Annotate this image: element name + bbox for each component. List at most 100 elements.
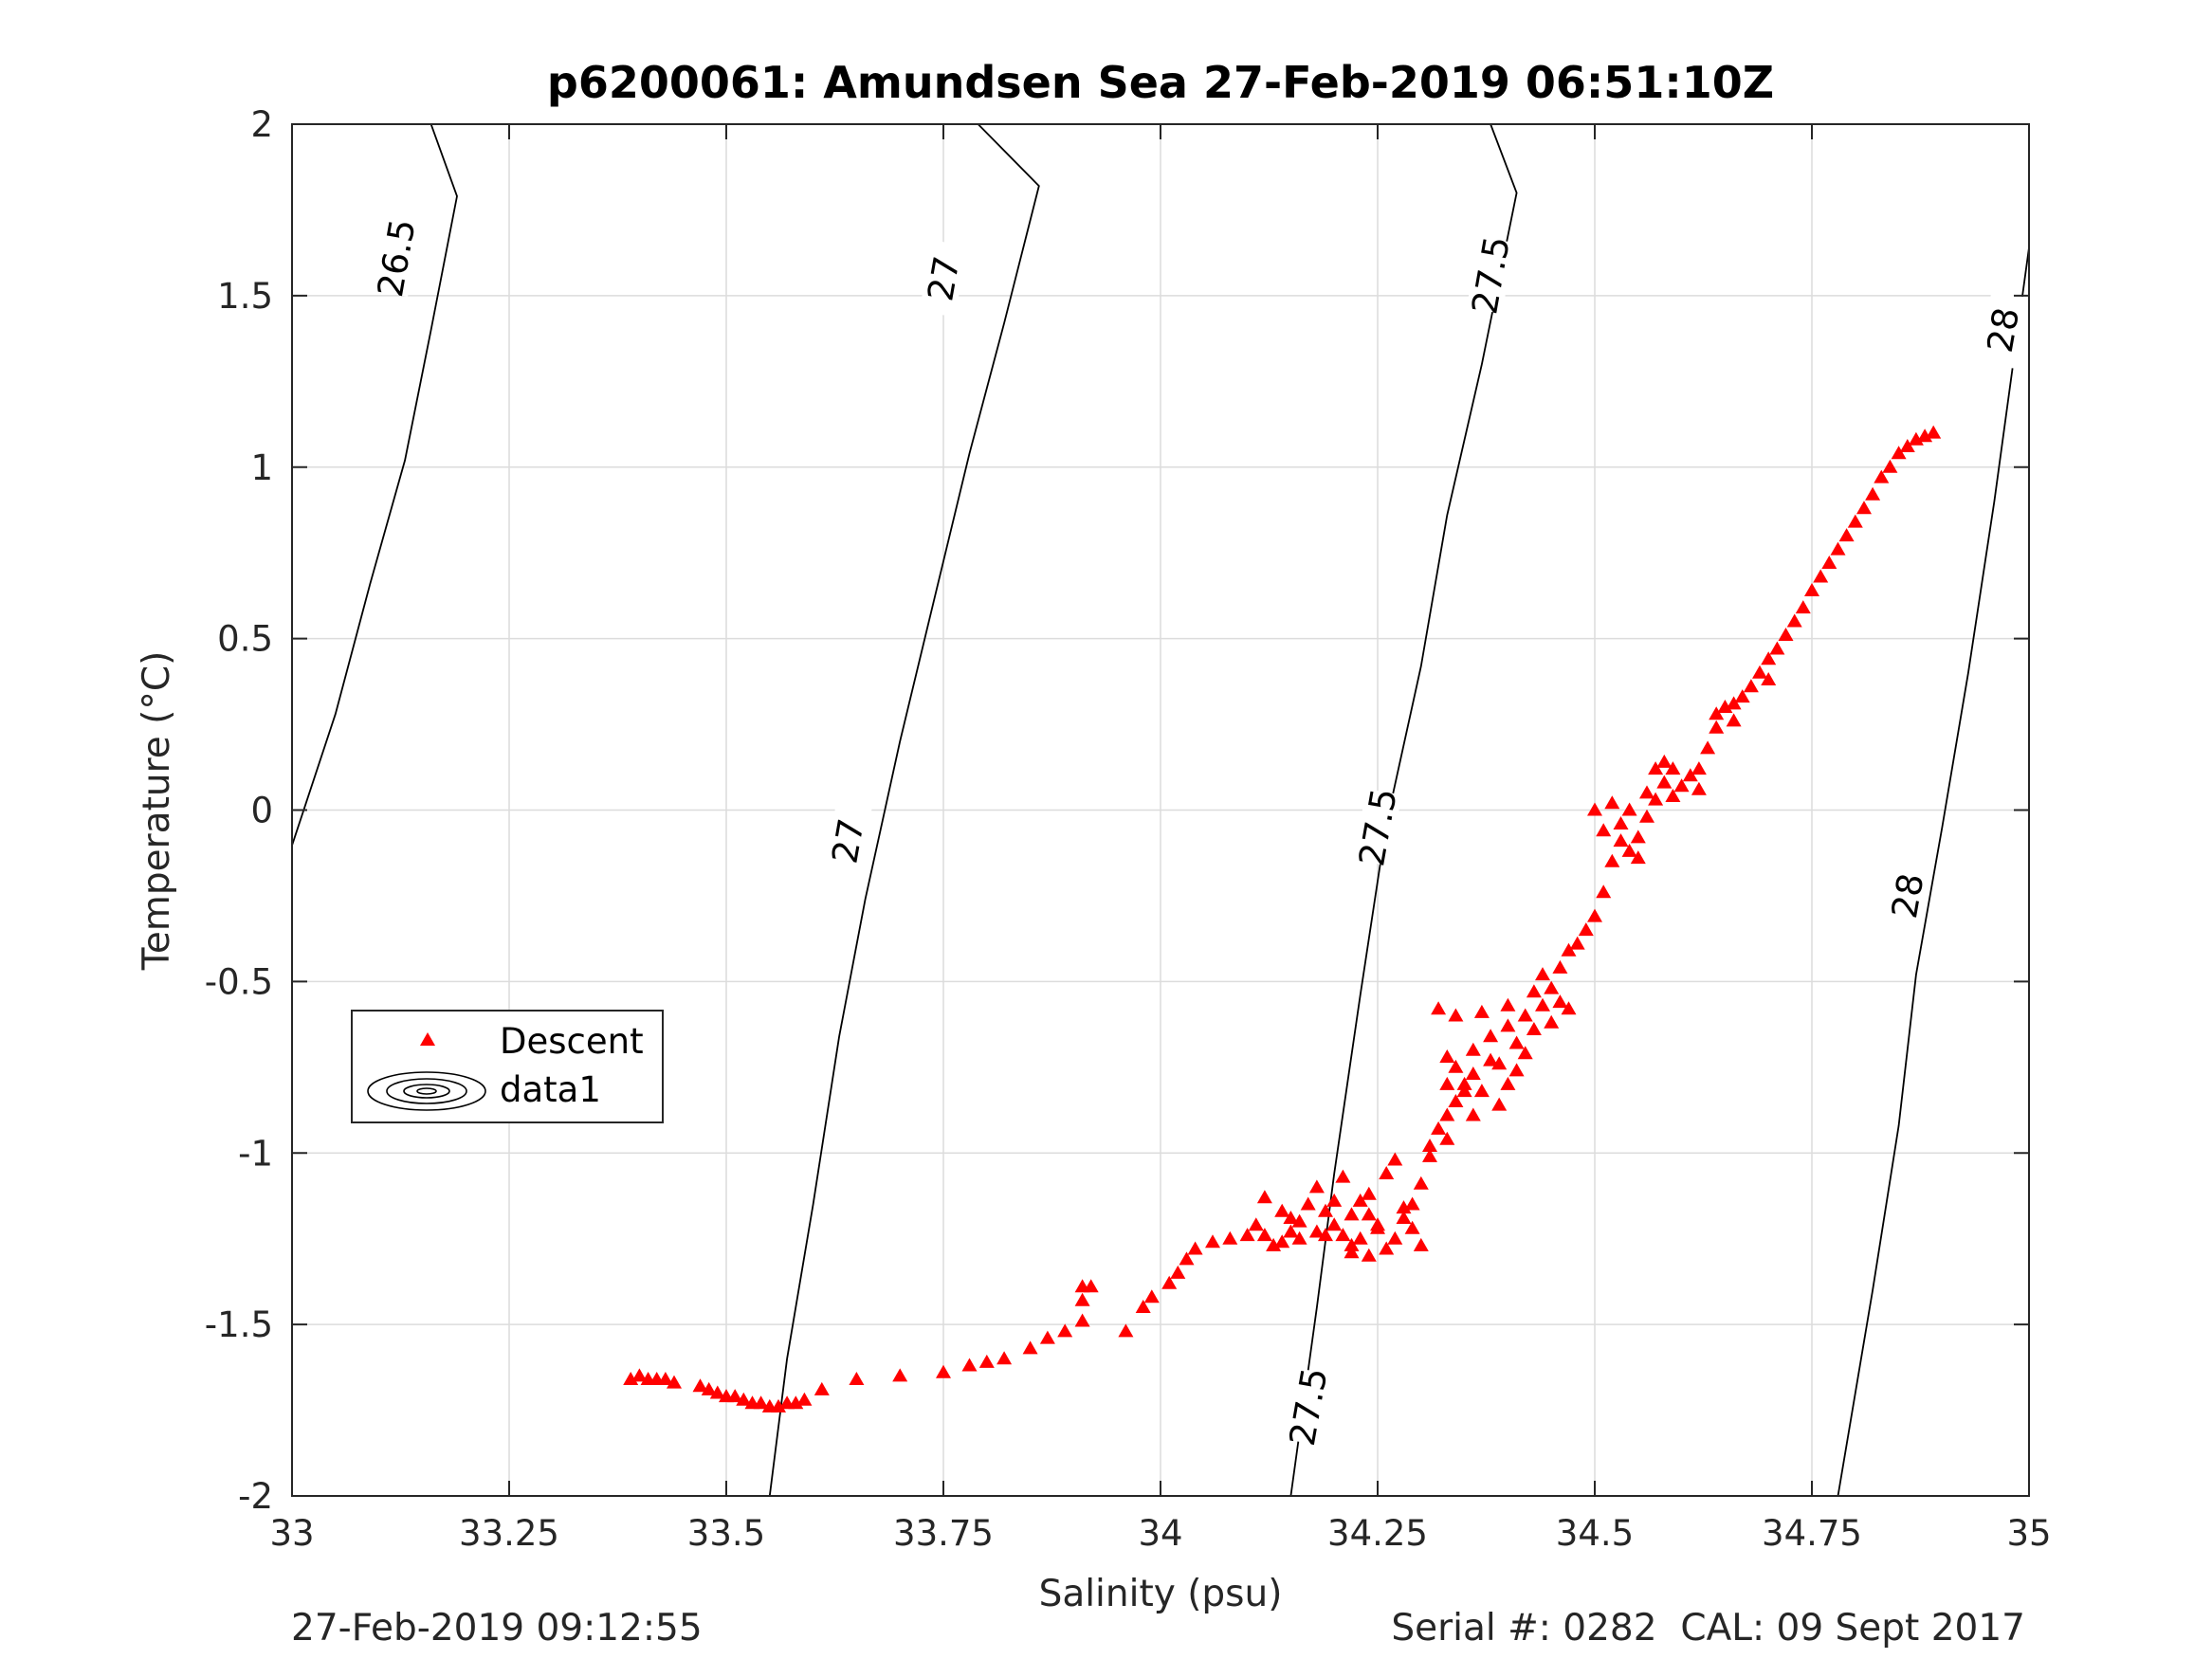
descent-data-point xyxy=(1118,1323,1134,1338)
descent-data-point xyxy=(1465,1042,1481,1056)
descent-data-point xyxy=(1352,1193,1368,1207)
descent-data-point xyxy=(1491,1056,1508,1070)
descent-data-point xyxy=(1821,556,1837,569)
descent-data-point xyxy=(996,1351,1013,1365)
y-tick-label: 1 xyxy=(250,447,273,488)
descent-data-point xyxy=(1882,459,1898,473)
descent-data-point xyxy=(1448,1094,1464,1107)
isopycnal-label: 27.5 xyxy=(1464,233,1518,318)
descent-data-point xyxy=(1456,1084,1472,1098)
y-tick-label: 0 xyxy=(250,791,273,831)
descent-data-point xyxy=(1926,425,1942,439)
descent-data-point xyxy=(1908,431,1924,446)
isopycnal-label-text: 28 xyxy=(1980,304,2028,356)
descent-data-point xyxy=(1370,1217,1385,1231)
descent-data-point xyxy=(1786,613,1802,628)
axis-ticks: 33 33.25 33.5 33.75 34 34.25 34.5 34.75 35 -2 -1.5… xyxy=(205,104,2052,1554)
y-tick-label: -2 xyxy=(238,1476,273,1517)
descent-data-point xyxy=(1344,1207,1360,1221)
descent-data-point xyxy=(978,1354,995,1368)
descent-data-point xyxy=(1717,700,1733,713)
x-tick-label: 33.5 xyxy=(687,1513,765,1554)
descent-data-point xyxy=(1535,967,1550,981)
descent-data-point xyxy=(1665,761,1681,775)
descent-data-point xyxy=(1621,802,1637,816)
descent-data-point xyxy=(1439,1107,1455,1121)
descent-data-point xyxy=(1665,789,1681,802)
descent-data-point xyxy=(1917,428,1933,443)
descent-data-point xyxy=(1596,823,1612,837)
descent-data-point xyxy=(1361,1207,1377,1221)
y-tick-label: -0.5 xyxy=(205,961,273,1002)
descent-data-point xyxy=(1387,1231,1403,1245)
descent-data-point xyxy=(1569,936,1585,950)
descent-data-point xyxy=(1630,830,1646,844)
descent-data-point xyxy=(1526,984,1542,998)
descent-data-point xyxy=(1431,1121,1447,1135)
descent-data-point xyxy=(1448,1008,1464,1022)
isopycnal-label-background xyxy=(1353,788,1402,866)
descent-data-point xyxy=(788,1395,804,1410)
descent-data-point xyxy=(1396,1211,1412,1224)
descent-data-point xyxy=(1404,1196,1420,1211)
descent-data-point xyxy=(1743,679,1759,693)
descent-data-point xyxy=(1596,884,1612,899)
descent-data-point xyxy=(1318,1228,1333,1242)
descent-data-point xyxy=(1431,1001,1447,1015)
descent-data-point xyxy=(1274,1234,1290,1249)
x-tick-label: 34 xyxy=(1138,1513,1182,1554)
y-tick-label: 2 xyxy=(250,104,273,145)
descent-data-point xyxy=(1248,1217,1264,1231)
isopycnal-label-background xyxy=(1883,857,1932,935)
descent-data-point xyxy=(631,1368,648,1382)
descent-data-point xyxy=(1639,809,1654,823)
chart-title: p6200061: Amundsen Sea 27-Feb-2019 06:51… xyxy=(547,57,1774,108)
descent-data-point xyxy=(1604,795,1620,810)
isopycnal-label-background xyxy=(823,802,872,880)
descent-data-point xyxy=(667,1375,682,1389)
descent-data-point xyxy=(1161,1275,1178,1289)
descent-data-point xyxy=(1439,1131,1455,1145)
x-tick-label: 34.5 xyxy=(1556,1513,1634,1554)
descent-data-point xyxy=(1352,1231,1368,1245)
isopycnal-label-background xyxy=(1284,1368,1333,1446)
descent-data-point xyxy=(1179,1251,1195,1266)
descent-data-point xyxy=(1552,959,1568,974)
descent-data-point xyxy=(1795,600,1811,614)
descent-data-point xyxy=(1630,850,1646,865)
descent-data-point xyxy=(1413,1237,1429,1251)
descent-data-point xyxy=(1656,775,1673,789)
x-tick-label: 33 xyxy=(269,1513,314,1554)
descent-data-point xyxy=(692,1378,708,1393)
descent-data-point xyxy=(1561,942,1577,957)
descent-data-point xyxy=(1734,689,1750,703)
descent-data-point xyxy=(1726,696,1742,710)
descent-data-point xyxy=(1709,706,1725,720)
descent-data-point xyxy=(1022,1340,1038,1355)
isopycnal-line xyxy=(292,124,458,848)
x-tick-label: 34.75 xyxy=(1762,1513,1862,1554)
y-tick-label: -1 xyxy=(238,1133,273,1174)
descent-data-point xyxy=(753,1395,769,1410)
descent-data-point xyxy=(1483,1052,1499,1066)
descent-data-point xyxy=(1404,1220,1420,1234)
y-tick-label: 0.5 xyxy=(217,619,273,660)
descent-data-point xyxy=(1656,754,1673,768)
descent-data-point xyxy=(1439,1049,1455,1063)
isopycnal-label-text: 27 xyxy=(824,815,872,866)
descent-data-point xyxy=(1752,665,1767,679)
descent-data-point xyxy=(1335,1228,1351,1242)
descent-data-point xyxy=(1508,1063,1525,1077)
descent-data-point xyxy=(892,1368,908,1382)
descent-data-point xyxy=(1500,997,1516,1012)
descent-data-point xyxy=(1769,641,1785,655)
descent-data-point xyxy=(1552,994,1568,1009)
x-tick-label: 35 xyxy=(2006,1513,2051,1554)
y-tick-label: -1.5 xyxy=(205,1304,273,1345)
descent-data-point xyxy=(657,1372,673,1385)
descent-data-point xyxy=(1326,1193,1343,1207)
descent-data-point xyxy=(1465,1066,1481,1080)
descent-data-point xyxy=(1308,1179,1325,1194)
descent-data-point xyxy=(1283,1211,1299,1224)
